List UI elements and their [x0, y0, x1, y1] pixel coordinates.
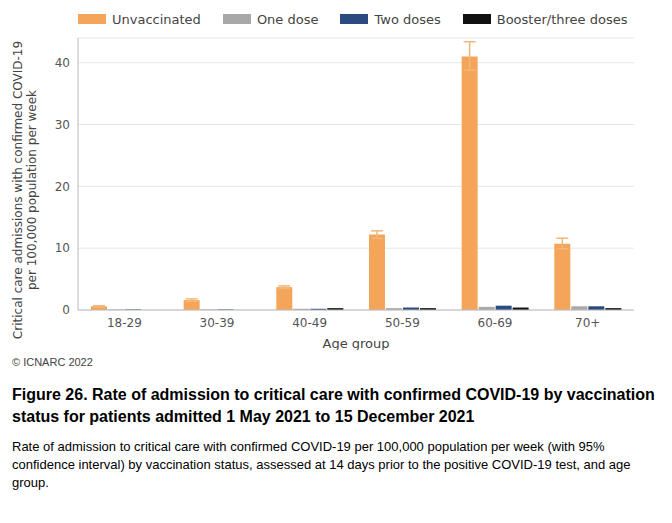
html-text:Unvaccinated: Unvaccinated — [112, 11, 201, 27]
svg-text:0: 0 — [62, 303, 70, 317]
svg-text:10: 10 — [55, 241, 70, 255]
html-text:Figure 26. Rate of admission t: Figure 26. Rate of admission to critical… — [12, 386, 655, 425]
svg-text:30-39: 30-39 — [200, 316, 235, 330]
html-text:Two doses: Two doses — [374, 11, 441, 27]
svg-text:Age group: Age group — [322, 336, 389, 350]
svg-text:18-29: 18-29 — [107, 316, 142, 330]
svg-text:40-49: 40-49 — [292, 316, 327, 330]
svg-text:50-59: 50-59 — [385, 316, 420, 330]
svg-text:60-69: 60-69 — [478, 316, 513, 330]
svg-text:Critical care admissions with: Critical care admissions with confirmed … — [11, 41, 39, 339]
html-text:© ICNARC 2022: © ICNARC 2022 — [12, 356, 93, 368]
html-text:One dose: One dose — [256, 11, 319, 27]
html-text:Rate of admission to critical: Rate of admission to critical care with … — [12, 439, 631, 490]
svg-text:30: 30 — [55, 118, 70, 132]
svg-text:70+: 70+ — [575, 316, 600, 330]
html-text:Booster/three doses: Booster/three doses — [496, 11, 628, 27]
svg-text:40: 40 — [55, 56, 70, 70]
svg-text:20: 20 — [55, 180, 70, 194]
